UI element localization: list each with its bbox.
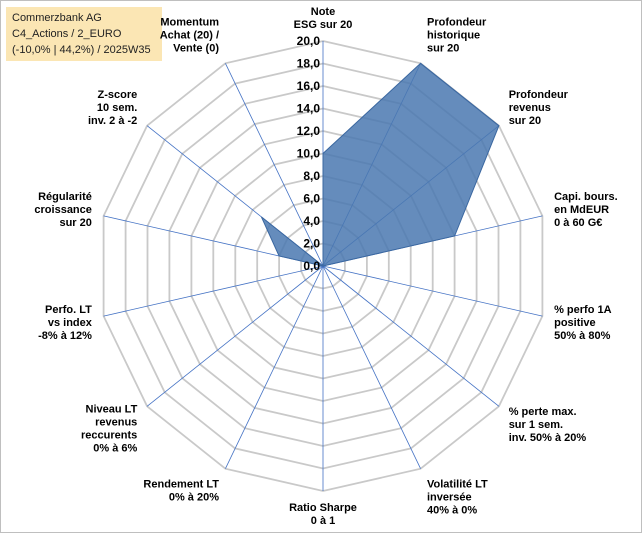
- r-tick-label: 20,0: [297, 34, 321, 48]
- axis-label-1: Note ESG sur 20: [294, 6, 353, 31]
- r-tick-label: 16,0: [297, 79, 321, 93]
- r-tick-label: 18,0: [297, 57, 321, 71]
- r-tick-label: 10,0: [297, 147, 321, 161]
- axis-label-2: Profondeur historique sur 20: [427, 16, 487, 54]
- category-label: C4_Actions / 2_EURO: [12, 28, 122, 40]
- spoke-14: [225, 63, 324, 267]
- spoke-6: [322, 265, 500, 407]
- stats-label: (-10,0% | 44,2%) / 2025W35: [12, 44, 151, 56]
- r-tick-label: 4,0: [303, 214, 320, 228]
- data-area: [260, 62, 500, 268]
- spoke-5: [322, 265, 543, 317]
- company-name: Commerzbank AG: [12, 12, 102, 24]
- axis-label-3: Profondeur revenus sur 20: [509, 89, 569, 127]
- axis-label-14: Momentum Achat (20) / Vente (0): [160, 16, 220, 54]
- axis-label-5: % perfo 1A positive 50% à 80%: [554, 304, 612, 342]
- axis-label-4: Capi. bours. en MdEUR 0 à 60 G€: [554, 191, 618, 229]
- axis-label-10: Niveau LT revenus reccurents 0% à 6%: [81, 404, 138, 455]
- r-tick-label: 0,0: [303, 259, 320, 273]
- r-tick-label: 2,0: [303, 237, 320, 251]
- axis-label-6: % perte max. sur 1 sem. inv. 50% à 20%: [509, 406, 587, 444]
- spoke-7: [322, 265, 421, 469]
- axis-label-13: Z-score 10 sem. inv. 2 à -2: [88, 89, 137, 127]
- info-box: Commerzbank AG C4_Actions / 2_EURO (-10,…: [6, 7, 162, 61]
- spoke-10: [146, 265, 324, 407]
- spoke-11: [103, 265, 324, 317]
- r-tick-label: 12,0: [297, 124, 321, 138]
- axis-label-7: Volatilité LT inversée 40% à 0%: [427, 479, 488, 517]
- r-tick-label: 8,0: [303, 169, 320, 183]
- axis-label-9: Rendement LT 0% à 20%: [143, 479, 219, 504]
- axis-label-11: Perfo. LT vs index -8% à 12%: [38, 304, 93, 342]
- axis-label-12: Régularité croissance sur 20: [34, 191, 91, 229]
- axis-label-8: Ratio Sharpe 0 à 1: [289, 502, 357, 527]
- r-tick-label: 6,0: [303, 192, 320, 206]
- spoke-9: [225, 265, 324, 469]
- r-tick-label: 14,0: [297, 102, 321, 116]
